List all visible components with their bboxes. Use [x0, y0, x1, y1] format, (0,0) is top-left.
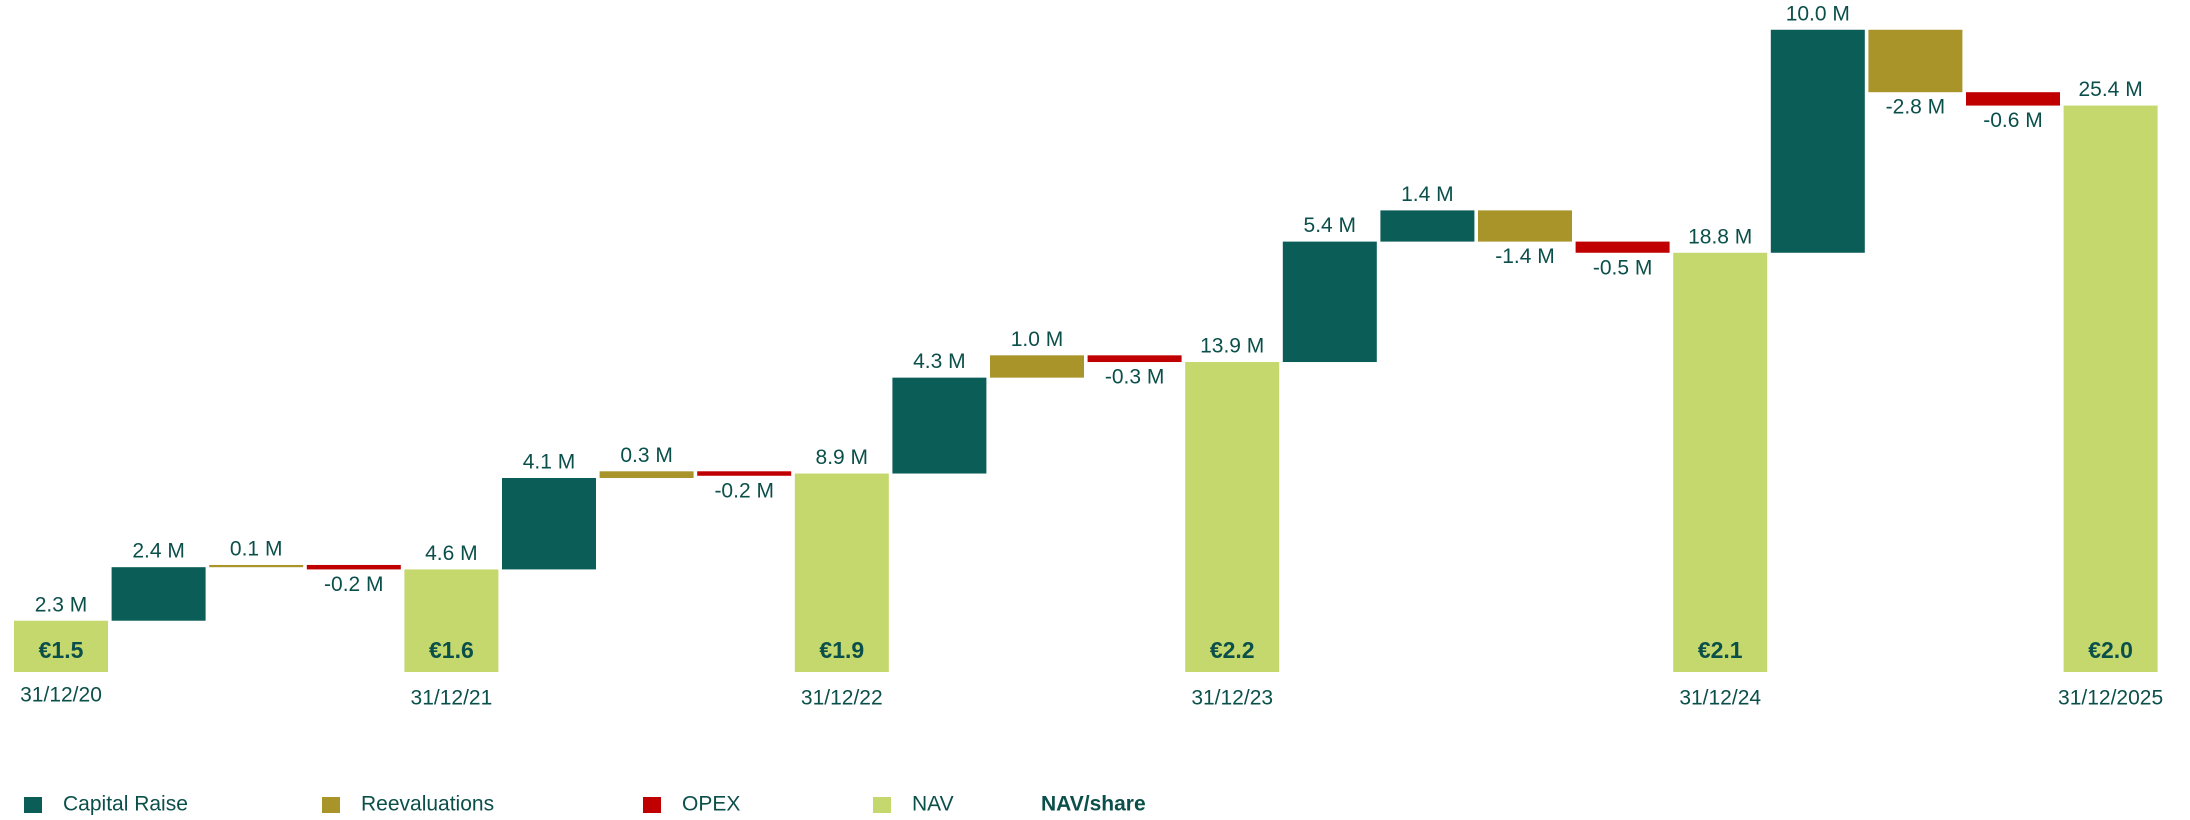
legend-swatch [873, 797, 891, 813]
x-tick-label: 31/12/20 [20, 684, 102, 707]
value-label: 4.6 M [425, 542, 478, 565]
bar [599, 471, 694, 478]
nav-share-label: €1.6 [429, 637, 474, 663]
bar [990, 355, 1084, 378]
value-label: -1.4 M [1495, 245, 1555, 268]
bar [306, 564, 401, 570]
nav-share-label: €2.1 [1698, 637, 1743, 663]
value-label: 1.4 M [1401, 183, 1454, 206]
bar [2063, 105, 2158, 672]
bar [1478, 210, 1572, 242]
bar [14, 620, 108, 672]
value-label: -2.8 M [1886, 96, 1946, 119]
value-label: 0.1 M [230, 538, 283, 561]
value-label: 18.8 M [1688, 225, 1752, 248]
value-label: 10.0 M [1786, 2, 1850, 25]
value-label: -0.3 M [1105, 366, 1165, 389]
x-tick-label: 31/12/21 [411, 687, 493, 710]
value-label: 0.3 M [620, 444, 673, 467]
legend-share-label: NAV/share [1041, 793, 1146, 816]
nav-share-label: €2.2 [1210, 637, 1255, 663]
bar [404, 569, 499, 672]
x-tick-label: 31/12/22 [801, 687, 883, 710]
value-label: 5.4 M [1304, 214, 1357, 237]
legend-label: Capital Raise [63, 793, 188, 816]
value-label: 1.0 M [1011, 328, 1064, 351]
bar [1575, 241, 1670, 253]
nav-share-label: €2.0 [2088, 637, 2133, 663]
bar [1966, 92, 2060, 106]
legend-swatch [322, 797, 340, 813]
bar [1185, 362, 1280, 672]
value-label: -0.2 M [714, 479, 774, 502]
value-label: 2.3 M [35, 593, 88, 616]
bar [1282, 241, 1377, 363]
bar [697, 471, 792, 476]
legend-label: NAV [912, 793, 954, 816]
value-label: 13.9 M [1200, 335, 1264, 358]
bar [1673, 252, 1768, 672]
nav-share-label: €1.9 [819, 637, 864, 663]
nav-share-label: €1.5 [39, 637, 84, 663]
bar [111, 567, 206, 621]
bar [1380, 210, 1475, 242]
value-label: 8.9 M [816, 446, 869, 469]
x-tick-label: 31/12/23 [1191, 687, 1273, 710]
value-label: 4.1 M [523, 451, 576, 474]
bar [502, 477, 596, 570]
value-label: -0.5 M [1593, 256, 1653, 279]
value-label: 25.4 M [2078, 78, 2142, 101]
value-label: -0.6 M [1983, 109, 2043, 132]
value-label: -0.2 M [324, 573, 384, 596]
legend-label: OPEX [682, 793, 740, 816]
bar [209, 564, 304, 568]
legend-swatch [24, 797, 42, 813]
legend-swatch [643, 797, 661, 813]
legend-label: Reevaluations [361, 793, 494, 816]
bar [1868, 29, 1963, 93]
x-tick-label: 31/12/24 [1679, 687, 1761, 710]
bar [892, 377, 987, 474]
bar [1770, 29, 1865, 253]
x-tick-label: 31/12/2025 [2058, 687, 2163, 710]
bar [794, 473, 889, 672]
bar [1087, 355, 1182, 363]
value-label: 4.3 M [913, 350, 966, 373]
value-label: 2.4 M [132, 540, 185, 563]
